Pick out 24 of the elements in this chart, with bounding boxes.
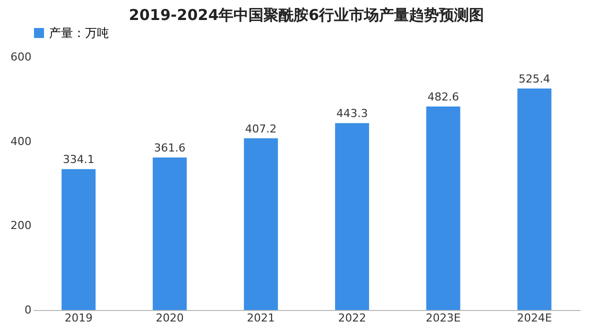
x-tick-label: 2021 [246,312,275,324]
legend-label: 产量：万吨 [49,26,109,40]
x-tick-label: 2022 [338,312,366,324]
data-label: 482.6 [428,90,459,104]
data-label: 407.2 [245,122,277,136]
y-tick-label: 200 [10,219,32,232]
chart-title: 2019-2024年中国聚酰胺6行业市场产量趋势预测图 [128,6,484,24]
x-tick-label: 2020 [156,312,184,324]
bar [426,106,460,310]
bar [335,123,370,310]
x-tick-label: 2024E [516,312,552,324]
bar [244,138,278,310]
x-tick-label: 2023E [426,312,461,324]
y-tick-label: 0 [24,304,32,316]
data-label: 443.3 [336,107,368,120]
data-label: 525.4 [518,72,550,86]
x-tick-label: 2019 [64,312,93,324]
y-tick-label: 400 [10,134,32,148]
bar [152,158,187,310]
y-tick-label: 600 [10,50,32,64]
data-label: 334.1 [62,153,94,166]
bar [517,88,552,310]
bar [62,169,96,310]
data-label: 361.6 [154,142,186,155]
